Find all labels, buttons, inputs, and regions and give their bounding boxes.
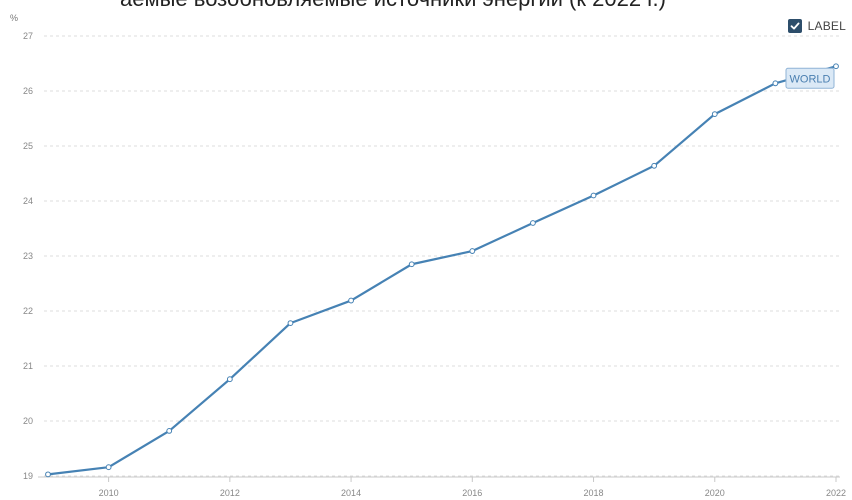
- y-tick-label: 20: [23, 416, 33, 426]
- x-tick-label: 2020: [705, 488, 725, 498]
- y-tick-label: 24: [23, 196, 33, 206]
- y-axis-unit-label: %: [10, 13, 19, 23]
- x-tick-label: 2022: [826, 488, 846, 498]
- data-point[interactable]: [711, 111, 718, 117]
- data-point[interactable]: [105, 464, 112, 471]
- x-tick-label: 2010: [99, 488, 119, 498]
- header-title-fragment: аемые возобновляемые источники энергии (…: [120, 0, 666, 12]
- y-tick-label: 26: [23, 86, 33, 96]
- data-point[interactable]: [833, 63, 839, 70]
- y-tick-label: 22: [23, 306, 33, 316]
- data-point[interactable]: [348, 297, 354, 304]
- grid-lines: [44, 35, 840, 477]
- data-point[interactable]: [772, 80, 779, 87]
- y-tick-label: 27: [23, 31, 33, 41]
- label-toggle[interactable]: LABEL: [787, 19, 846, 33]
- series-label-box: [785, 67, 835, 89]
- data-point[interactable]: [469, 248, 476, 254]
- y-tick-label: 23: [23, 251, 33, 261]
- data-point[interactable]: [651, 162, 658, 169]
- data-point[interactable]: [166, 428, 173, 434]
- checkbox-checked-icon[interactable]: [787, 19, 802, 33]
- series-line-world[interactable]: [47, 65, 837, 476]
- y-axis: 19 20 21 22 23 24 25 26 27: [23, 31, 33, 481]
- data-point[interactable]: [45, 471, 51, 478]
- label-toggle-text: LABEL: [807, 19, 846, 33]
- data-point[interactable]: [287, 320, 294, 327]
- series-label-badge: WORLD: [785, 67, 835, 89]
- y-tick-label: 19: [23, 471, 33, 481]
- series-label-text: WORLD: [790, 73, 831, 85]
- data-point[interactable]: [226, 376, 233, 383]
- data-point[interactable]: [530, 220, 536, 226]
- x-tick-label: 2012: [220, 488, 240, 498]
- cut-off-header: аемые возобновляемые источники энергии (…: [0, 0, 852, 12]
- x-tick-label: 2016: [462, 488, 482, 498]
- x-tick-label: 2018: [584, 488, 604, 498]
- data-point[interactable]: [590, 192, 597, 199]
- data-point[interactable]: [408, 261, 415, 268]
- x-axis: 2010 2012 2014 2016 2018 2020 2022: [38, 476, 846, 498]
- x-tick-label: 2014: [341, 488, 361, 498]
- series-layer: WORLD: [45, 63, 839, 478]
- y-tick-label: 21: [23, 361, 33, 371]
- y-tick-label: 25: [23, 141, 33, 151]
